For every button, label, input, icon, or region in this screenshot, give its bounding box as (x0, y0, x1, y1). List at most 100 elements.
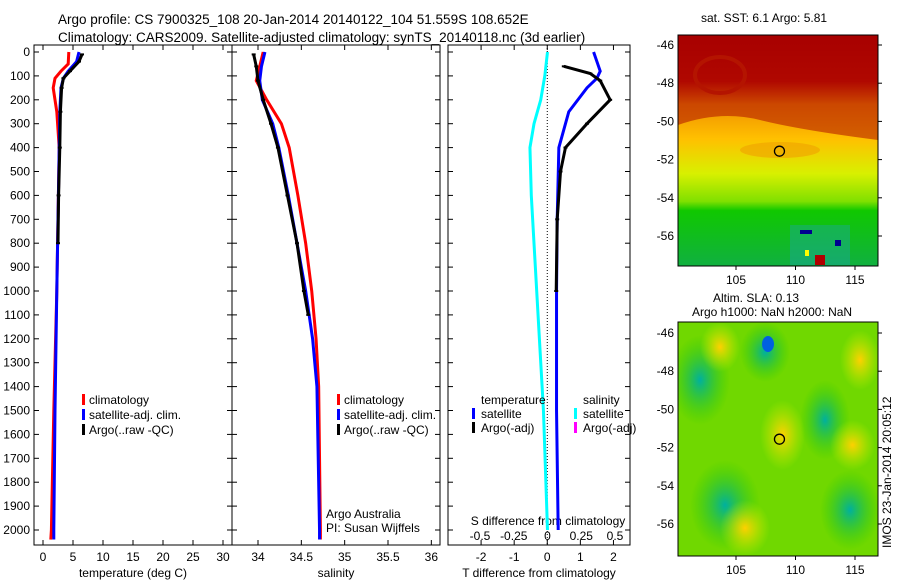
annotation-line: Argo Australia (326, 507, 401, 521)
y-tick-label: -48 (657, 76, 675, 90)
x-tick-label: 105 (726, 563, 746, 577)
argo-point (269, 122, 273, 125)
panel-difference: -2 -1 0 1 2 T difference from climatology -0.5… (447, 44, 636, 580)
legend-swatch (574, 408, 577, 419)
legend-label: climatology (344, 393, 404, 407)
argo-point (57, 146, 62, 149)
y-tick-label: -50 (657, 402, 675, 416)
y-tick-label: 700 (10, 212, 30, 226)
argo-location-marker (773, 433, 786, 445)
y-tick-label: -50 (657, 114, 675, 128)
series-line-2 (56, 53, 84, 244)
argo-point (608, 98, 613, 101)
title-line-2: Climatology: CARS2009. Satellite-adjuste… (58, 30, 586, 45)
argo-point (56, 194, 61, 197)
argo-point (285, 194, 290, 197)
legend-swatch (82, 409, 85, 420)
y-tick-label: 1100 (4, 308, 30, 322)
x-tick-label: 115 (845, 563, 864, 577)
x-tick-label: 34 (251, 550, 265, 564)
plot-frame (447, 44, 631, 546)
argo-point (306, 313, 311, 316)
map-frame (677, 34, 879, 267)
series-line-0 (555, 51, 602, 531)
y-tick-label: 200 (10, 93, 30, 107)
y-tick-label: 1400 (3, 380, 30, 394)
panel-salinity: 34 34.5 35 35.5 36 salinity climatologysatelli… (231, 44, 441, 580)
argo-point (563, 146, 568, 149)
argo-point (61, 77, 66, 80)
sst-map-image (678, 35, 878, 266)
y-tick-label: 500 (10, 165, 30, 179)
top-x-tick-label: 0.25 (570, 529, 594, 543)
series-line-2 (528, 51, 549, 531)
series-line-0 (254, 51, 322, 540)
legend-swatch (82, 424, 85, 435)
sla-map-image (678, 322, 878, 556)
plot-frame (33, 44, 233, 546)
series-line-2 (252, 54, 310, 316)
y-tick-label: -46 (657, 38, 675, 52)
x-tick-label: 0 (40, 550, 47, 564)
legend-label: satellite-adj. clim. (344, 408, 436, 422)
argo-point (584, 122, 589, 125)
argo-point (251, 53, 256, 56)
legend-label: Argo(-adj) (481, 421, 534, 435)
series-line-1 (258, 51, 322, 540)
legend-swatch (574, 422, 577, 433)
y-tick-label: -54 (657, 479, 675, 493)
title-line-1: Argo profile: CS 7900325_108 20-Jan-2014… (58, 12, 529, 27)
legend-title-temperature: temperature (481, 393, 546, 407)
y-tick-label: 1000 (3, 284, 30, 298)
argo-point (295, 242, 299, 245)
argo-point (555, 218, 560, 221)
legend-swatch (337, 424, 340, 435)
argo-point (558, 170, 563, 173)
y-tick-label: 900 (10, 260, 30, 274)
legend-label: satellite (583, 407, 624, 421)
legend-label: Argo(..raw -QC) (344, 423, 429, 437)
axes-sst-map: 105 110 115 -46 -48 -50 -52 -54 -56 (657, 34, 882, 287)
x-tick-label: 2 (610, 550, 617, 564)
x-tick-label: 25 (186, 550, 200, 564)
map-frame (677, 321, 879, 557)
axes-sla-map: 105 110 115 -46 -48 -50 -52 -54 -56 (657, 321, 882, 577)
argo-point (554, 290, 559, 292)
x-tick-label: 30 (216, 550, 230, 564)
legend-label: Argo(..raw -QC) (89, 423, 174, 437)
sla-map-title: Altim. SLA: 0.13 (713, 291, 800, 305)
y-tick-label: 600 (10, 188, 30, 202)
y-tick-label: 1800 (3, 475, 30, 489)
sst-map-title: sat. SST: 6.1 Argo: 5.81 (701, 11, 828, 25)
top-x-tick-label: -0.25 (500, 529, 528, 543)
argo-point (68, 70, 72, 73)
legend-swatch (82, 394, 85, 405)
argo-point (256, 79, 260, 82)
y-tick-label: -48 (657, 364, 675, 378)
y-tick-label: 1900 (3, 499, 30, 513)
y-tick-label: 1600 (3, 427, 30, 441)
x-tick-label: 5 (70, 550, 77, 564)
argo-point (56, 242, 60, 245)
legend-label: satellite-adj. clim. (89, 408, 181, 422)
x-axis-label: salinity (318, 566, 355, 580)
argo-location-marker (773, 145, 786, 157)
y-tick-label: 1700 (3, 451, 30, 465)
legend-title-salinity: salinity (583, 393, 620, 407)
legend-swatch (472, 408, 475, 419)
legend-swatch (337, 409, 340, 420)
x-tick-label: 110 (786, 273, 805, 287)
y-tick-label: -52 (657, 153, 675, 167)
y-tick-label: 1200 (3, 332, 30, 346)
y-tick-label: -56 (657, 229, 675, 243)
x-tick-label: 20 (156, 550, 170, 564)
argo-point (59, 86, 64, 89)
argo-point (588, 72, 593, 75)
x-tick-label: 110 (786, 563, 805, 577)
legend-label: satellite (481, 407, 522, 421)
top-x-tick-label: 0 (544, 529, 551, 543)
x-tick-label: 35 (338, 550, 352, 564)
y-tick-label: 2000 (3, 523, 30, 537)
series-line-1 (554, 64, 612, 292)
